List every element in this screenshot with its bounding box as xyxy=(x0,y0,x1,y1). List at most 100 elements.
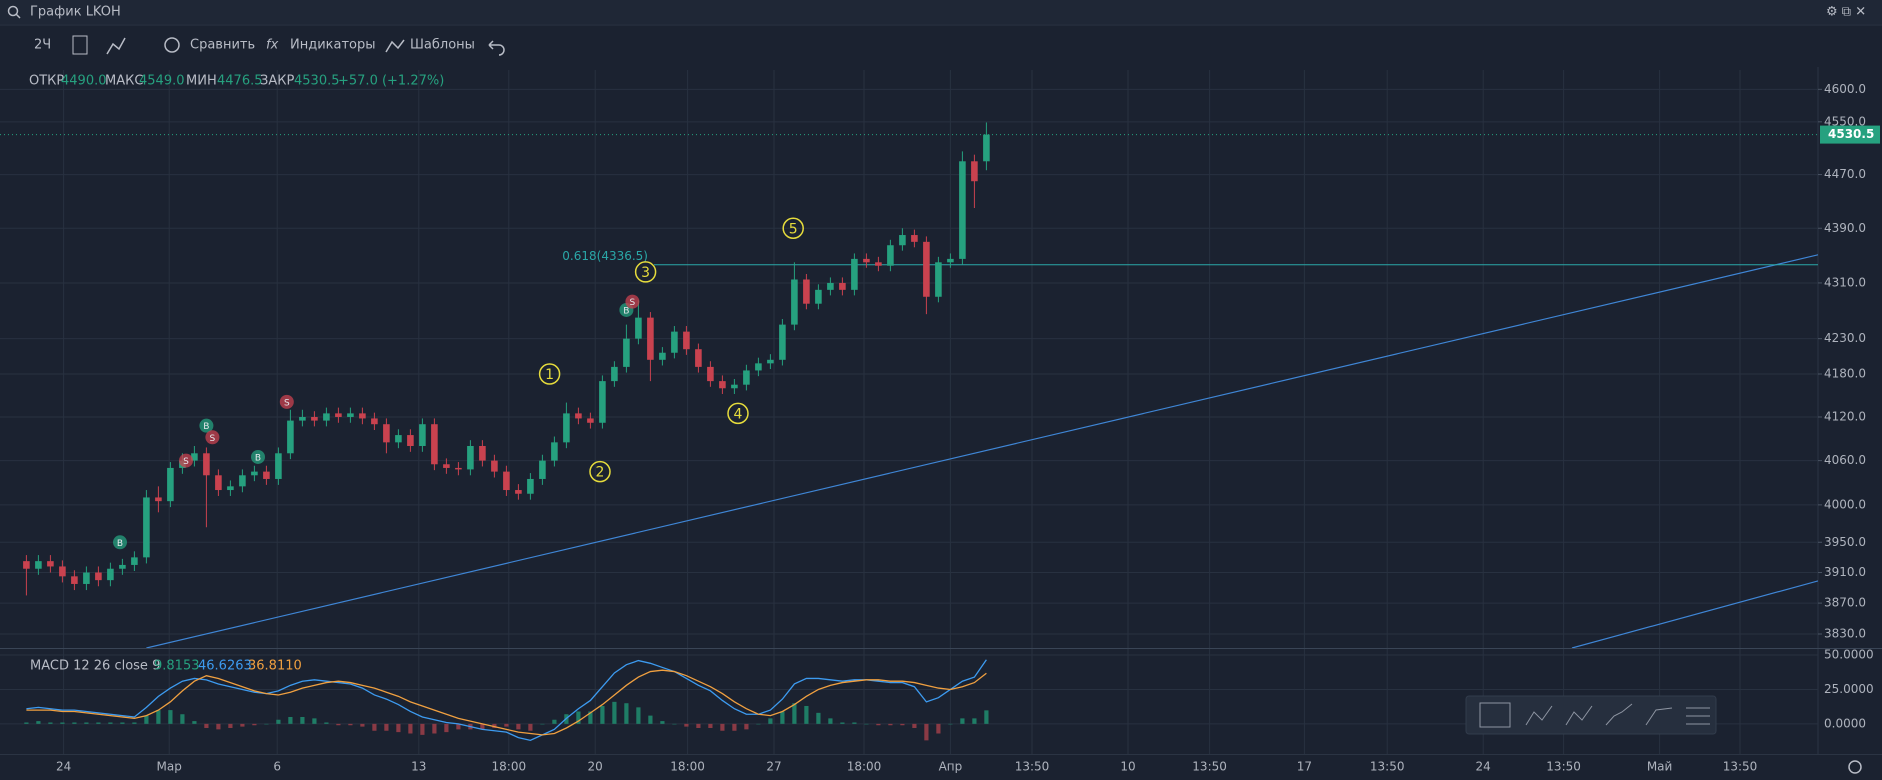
candle-body xyxy=(611,366,618,382)
indicators-icon[interactable]: fx xyxy=(266,38,279,53)
candle-body xyxy=(839,282,846,290)
y-tick-label: 4180.0 xyxy=(1824,366,1866,380)
indicators-button[interactable]: Индикаторы xyxy=(290,38,376,53)
histogram-bar xyxy=(900,723,905,726)
candles-icon[interactable] xyxy=(72,35,88,55)
candle-body xyxy=(791,279,798,325)
candle-body xyxy=(479,445,486,461)
legend-low-label: МИН xyxy=(186,74,217,89)
search-icon[interactable] xyxy=(7,5,19,17)
trend-line xyxy=(1571,580,1818,648)
signal-label: S xyxy=(630,298,636,308)
candle-body xyxy=(887,245,894,266)
x-tick-label: 27 xyxy=(766,760,781,774)
y-tick-label: 4000.0 xyxy=(1824,497,1866,511)
histogram-bar xyxy=(24,722,29,724)
candle-body xyxy=(731,384,738,389)
tool-button[interactable] xyxy=(1525,705,1553,726)
templates-icon[interactable] xyxy=(385,39,405,53)
tool-button[interactable] xyxy=(1605,703,1633,726)
candle-body xyxy=(263,471,270,479)
candle-body xyxy=(635,317,642,339)
candle-body xyxy=(443,464,450,468)
candle-body xyxy=(419,424,426,446)
histogram-bar xyxy=(492,723,497,728)
title-bar xyxy=(0,0,1882,24)
axes: 24 Мар 6 13 18:00 20 18:00 27 18:00 Апр 13:50 10 13:… xyxy=(56,82,1880,774)
macd-line xyxy=(26,669,987,736)
candle-body xyxy=(923,241,930,297)
candle-body xyxy=(623,338,630,367)
signal-marker xyxy=(205,430,220,445)
candle-body xyxy=(779,324,786,360)
candle-body xyxy=(239,475,246,487)
candle-body xyxy=(311,416,318,421)
histogram-bar xyxy=(936,723,941,734)
y-tick-label: 4230.0 xyxy=(1824,331,1866,345)
signal-label: S xyxy=(284,398,290,408)
candle-body xyxy=(335,413,342,417)
histogram-bar xyxy=(852,722,857,724)
histogram-bar xyxy=(360,723,365,727)
histogram-bar xyxy=(456,723,461,730)
candle-body xyxy=(695,349,702,367)
compare-icon[interactable] xyxy=(164,37,180,53)
histogram-bar xyxy=(708,723,713,728)
candle-body xyxy=(515,490,522,494)
undo-button[interactable] xyxy=(488,40,505,56)
histogram-bar xyxy=(624,703,629,724)
candle-body xyxy=(275,453,282,479)
histogram-bar xyxy=(396,723,401,733)
histogram-bar xyxy=(384,723,389,731)
legend-close: 4530.5 xyxy=(294,74,340,89)
histogram-bar xyxy=(732,723,737,731)
histogram-bar xyxy=(756,723,761,725)
candle-body xyxy=(299,416,306,421)
macd-hist-value: 9.8153 xyxy=(154,659,200,674)
histogram-bar xyxy=(312,718,317,724)
candle-body xyxy=(455,467,462,470)
histogram-bar xyxy=(696,723,701,728)
tool-button[interactable] xyxy=(1645,707,1673,726)
window-controls-icons[interactable]: ⚙ ⧉ ✕ xyxy=(1826,5,1866,20)
y-tick-label: 4600.0 xyxy=(1824,82,1866,96)
compare-button[interactable]: Сравнить xyxy=(190,38,255,53)
signal-label: B xyxy=(117,539,123,549)
wave-marker xyxy=(727,402,749,425)
fib-label: 0.618(4336.5) xyxy=(562,249,648,263)
chart-style-icon[interactable] xyxy=(106,37,126,55)
histogram-bar xyxy=(888,723,893,726)
candle-body xyxy=(551,442,558,461)
templates-button[interactable]: Шаблоны xyxy=(410,38,475,53)
trend-line xyxy=(146,254,1818,648)
histogram-bar xyxy=(372,723,377,731)
legend-change: +57.0 (+1.27%) xyxy=(338,74,444,89)
signal-label: B xyxy=(203,422,209,432)
candle-body xyxy=(203,453,210,476)
last-price-tag xyxy=(1820,125,1880,144)
wave-label: 1 xyxy=(545,367,554,383)
candle-body xyxy=(683,331,690,350)
histogram-bar xyxy=(684,723,689,727)
settings-button[interactable] xyxy=(1848,760,1862,774)
histogram-bar xyxy=(204,723,209,728)
tool-button[interactable] xyxy=(1479,702,1511,728)
interval-button[interactable]: 2Ч xyxy=(34,38,51,53)
candle-body xyxy=(743,370,750,385)
signal-label: B xyxy=(623,306,629,316)
candle-body xyxy=(659,352,666,360)
histogram-bar xyxy=(540,723,545,725)
wave-label: 3 xyxy=(641,265,650,281)
x-tick-label: 10 xyxy=(1120,760,1135,774)
signal-marker xyxy=(199,418,214,433)
histogram-bar xyxy=(480,723,485,730)
histogram-bar xyxy=(576,711,581,724)
tool-button[interactable] xyxy=(1686,707,1710,725)
histogram-bar xyxy=(120,722,125,724)
candle-body xyxy=(371,418,378,425)
candle-body xyxy=(251,471,258,476)
histogram-bar xyxy=(336,723,341,726)
tool-button[interactable] xyxy=(1565,705,1593,726)
